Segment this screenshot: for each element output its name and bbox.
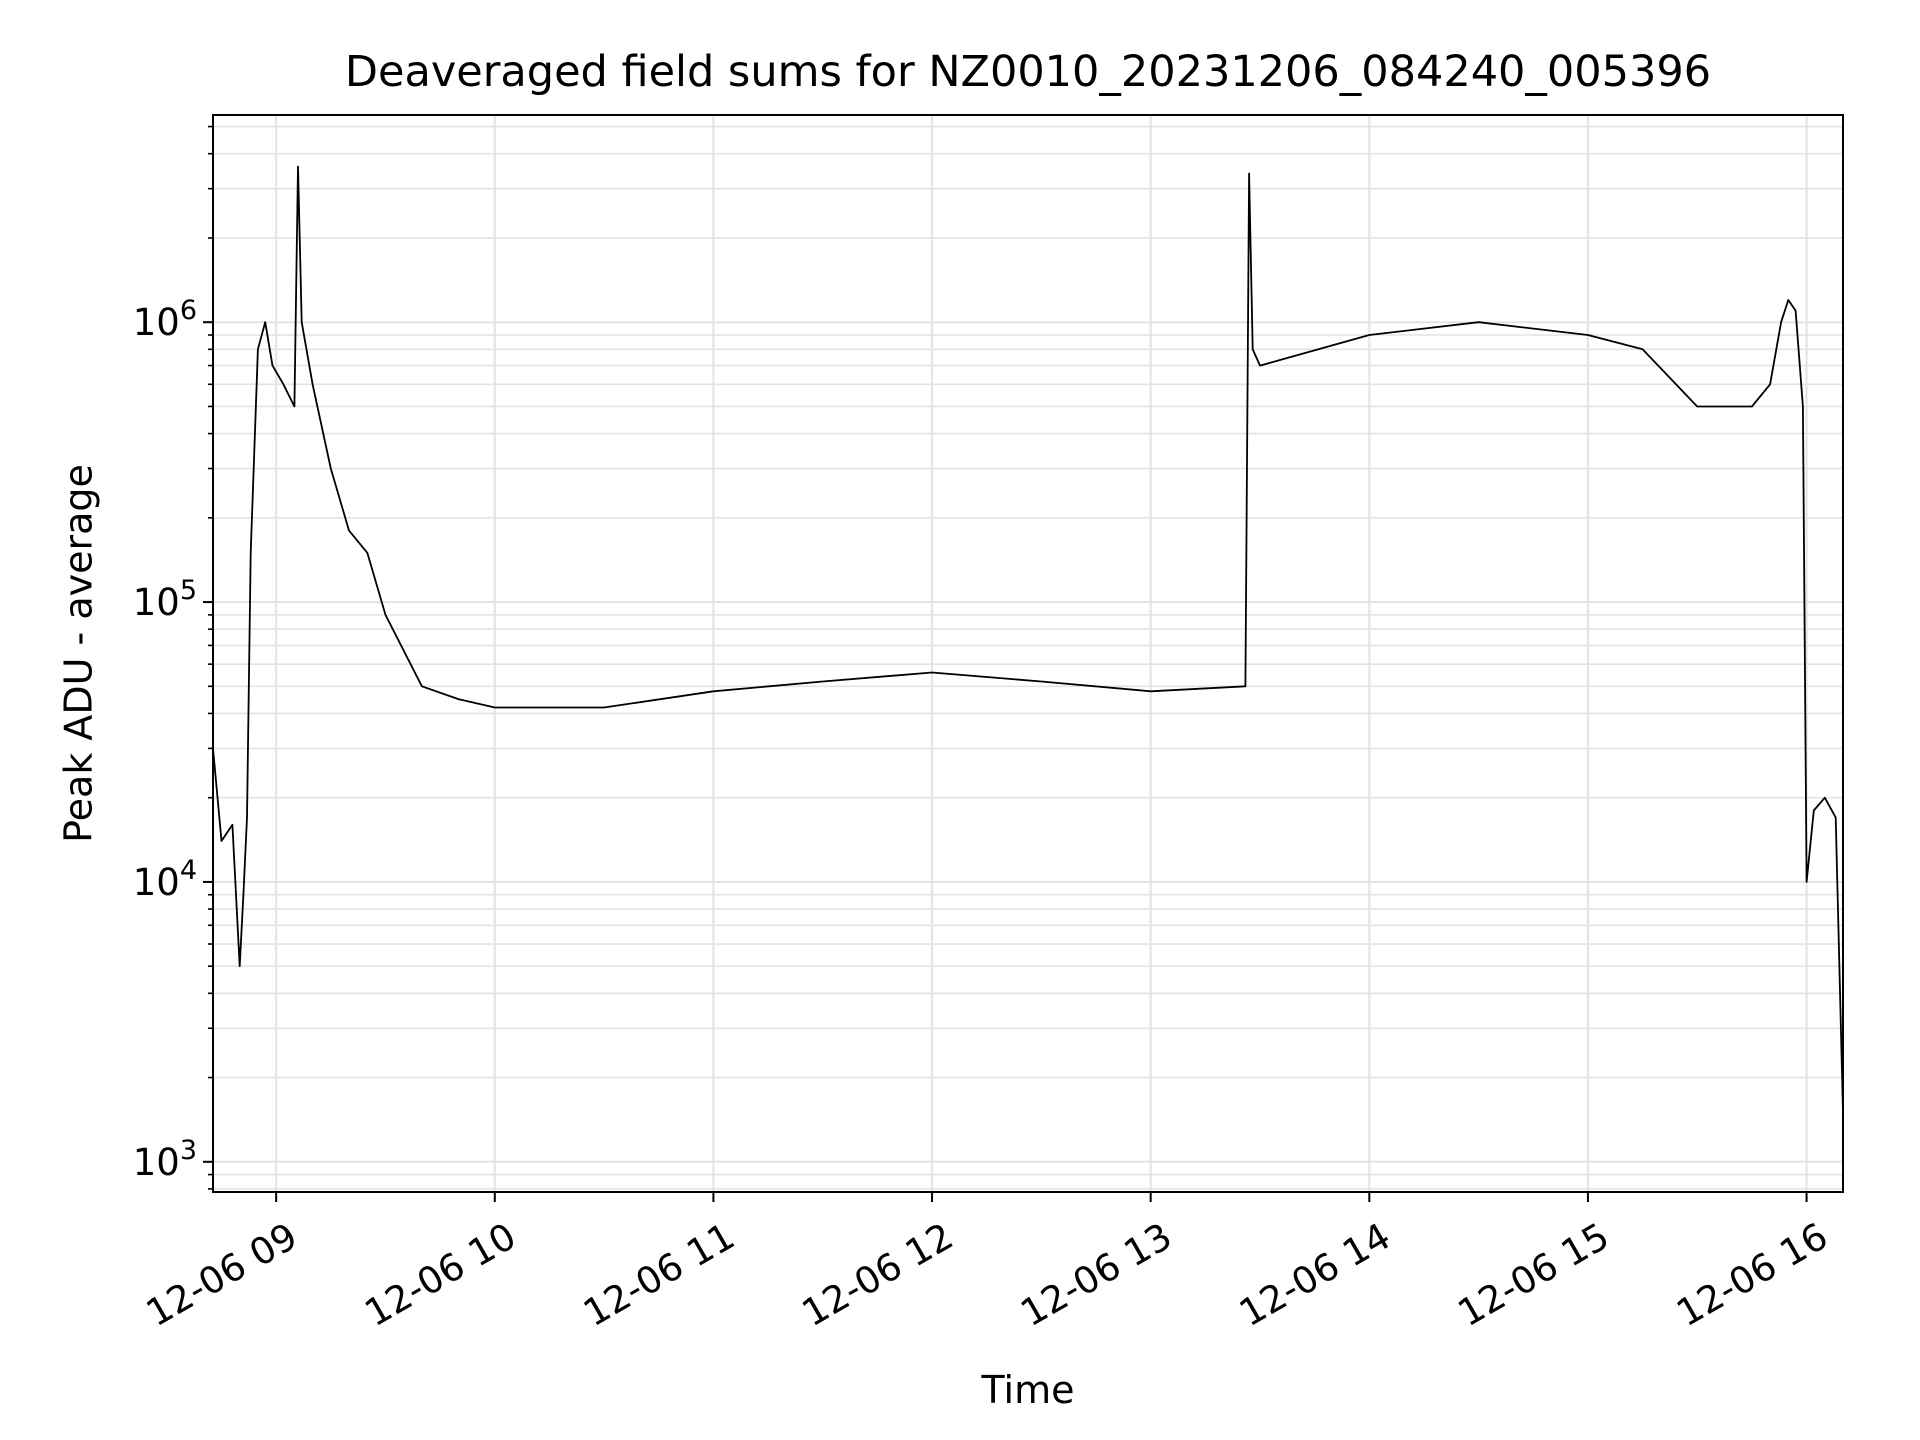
y-tick-label: 105 — [133, 575, 197, 624]
grid — [213, 115, 1843, 1192]
y-axis-label: Peak ADU - average — [56, 464, 100, 843]
y-tick-label: 104 — [133, 855, 197, 904]
series-line — [212, 165, 1844, 1113]
x-axis-label: Time — [981, 1368, 1075, 1412]
plot-frame — [212, 114, 1844, 1193]
series — [212, 165, 1844, 1113]
y-axis: 103 104 105 106 — [133, 125, 213, 1190]
chart-title: Deaveraged field sums for NZ0010_2023120… — [345, 47, 1711, 97]
y-tick-label: 103 — [133, 1135, 197, 1184]
y-tick-label: 106 — [133, 295, 197, 344]
